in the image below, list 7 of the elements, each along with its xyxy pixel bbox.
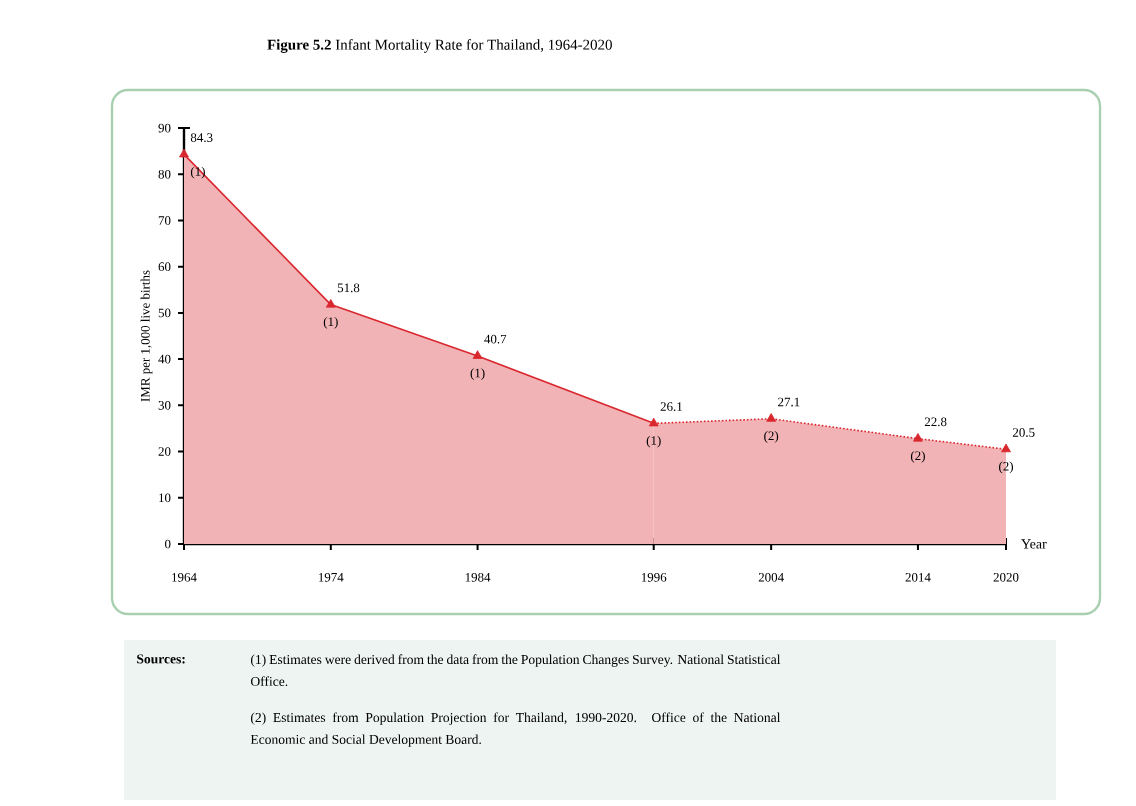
point — [179, 148, 189, 158]
point — [648, 417, 659, 427]
point — [913, 433, 923, 442]
point — [1001, 443, 1011, 453]
point — [766, 413, 777, 422]
point — [472, 350, 483, 359]
point — [325, 299, 336, 308]
